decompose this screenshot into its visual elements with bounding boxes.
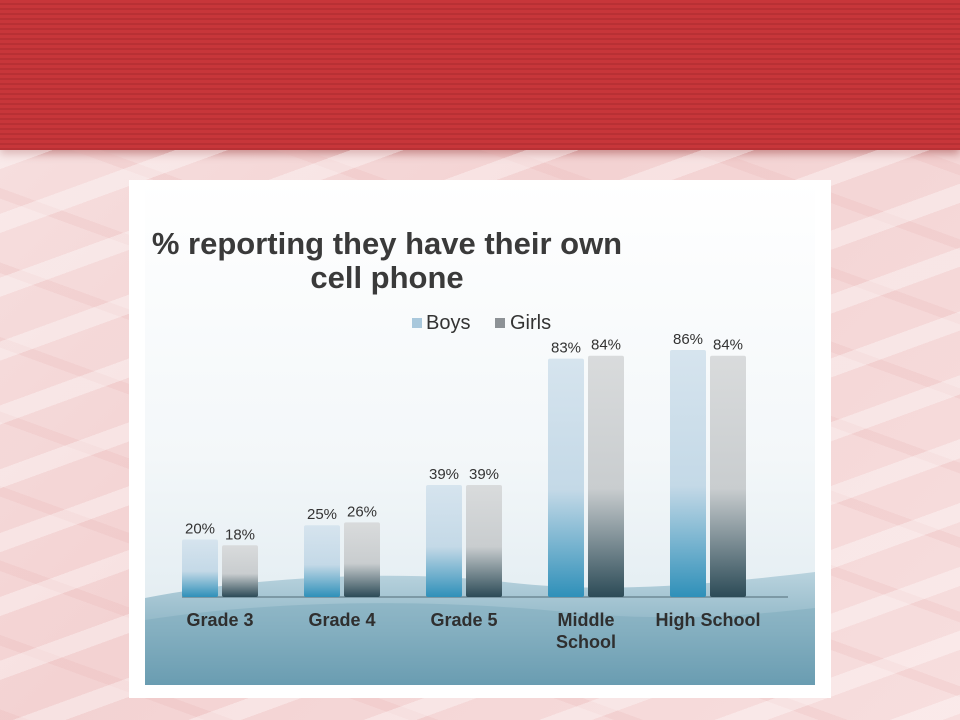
category-label-4-line-2: School bbox=[556, 632, 616, 652]
legend-swatch-girls bbox=[495, 318, 505, 328]
category-label-5: High School bbox=[656, 610, 761, 630]
bar-boys-3 bbox=[426, 484, 462, 597]
bar-boys-4 bbox=[548, 358, 584, 597]
background-wave bbox=[145, 572, 815, 685]
header-banner bbox=[0, 0, 960, 150]
legend-label-girls: Girls bbox=[510, 312, 551, 334]
chart-frame: % reporting they have their own cell pho… bbox=[129, 180, 831, 698]
value-label-boys-2: 25% bbox=[307, 506, 337, 523]
value-label-girls-2: 26% bbox=[347, 503, 377, 520]
category-label-1: Grade 3 bbox=[186, 610, 253, 630]
bar-boys-5 bbox=[670, 350, 706, 597]
bar-girls-3 bbox=[466, 484, 502, 597]
value-label-girls-5: 84% bbox=[713, 337, 743, 354]
category-label-3: Grade 5 bbox=[430, 610, 497, 630]
value-labels-group: 20% 18% 25% 26% 39% 39% 83% 84% 86% 84% bbox=[185, 331, 743, 543]
legend-label-boys: Boys bbox=[426, 312, 470, 334]
bar-boys-2 bbox=[304, 525, 340, 597]
background-wave-highlight bbox=[145, 603, 815, 685]
value-label-boys-3: 39% bbox=[429, 466, 459, 483]
value-label-girls-3: 39% bbox=[469, 466, 499, 483]
value-label-boys-5: 86% bbox=[673, 331, 703, 348]
chart-title-line-2: cell phone bbox=[310, 260, 463, 295]
category-label-2: Grade 4 bbox=[308, 610, 375, 630]
value-label-boys-4: 83% bbox=[551, 340, 581, 357]
value-label-boys-1: 20% bbox=[185, 521, 215, 538]
bar-girls-2 bbox=[344, 522, 380, 597]
value-label-girls-4: 84% bbox=[591, 337, 621, 354]
bar-girls-4 bbox=[588, 355, 624, 597]
legend: Boys Girls bbox=[412, 312, 551, 334]
legend-swatch-boys bbox=[412, 318, 422, 328]
bar-chart: % reporting they have their own cell pho… bbox=[145, 180, 815, 685]
bar-girls-5 bbox=[710, 355, 746, 597]
category-label-4-line-1: Middle bbox=[558, 610, 615, 630]
value-label-girls-1: 18% bbox=[225, 526, 255, 543]
bar-girls-1 bbox=[222, 545, 258, 597]
bar-boys-1 bbox=[182, 539, 218, 597]
chart-title-line-1: % reporting they have their own bbox=[152, 226, 622, 261]
bars-group bbox=[182, 350, 746, 597]
